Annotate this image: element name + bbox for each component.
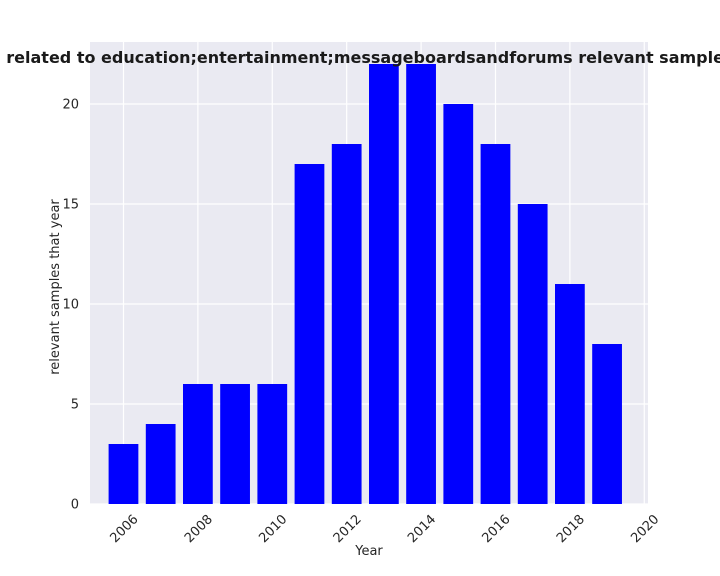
bar-2007 — [145, 424, 176, 504]
bar-2017 — [517, 204, 548, 504]
x-tick-label: 2016 — [480, 512, 514, 546]
bar-2010 — [257, 384, 288, 504]
y-tick-label: 0 — [71, 498, 79, 513]
y-tick-label: 10 — [62, 298, 79, 313]
y-tick-label: 20 — [62, 98, 79, 113]
chart-title: Number of instances related to education… — [0, 48, 720, 67]
x-tick-label: 2006 — [108, 512, 142, 546]
x-tick-label: 2012 — [331, 512, 365, 546]
bar-2018 — [555, 284, 585, 504]
x-tick-labels: 2006 2008 2010 2012 2014 2016 2018 2020 — [108, 512, 663, 546]
y-tick-labels: 0 5 10 15 20 — [62, 98, 79, 513]
bar-2012 — [331, 144, 362, 504]
x-tick-label: 2014 — [405, 512, 439, 546]
bar-2014 — [406, 64, 436, 504]
y-tick-label: 5 — [71, 398, 79, 413]
y-axis-label: relevant samples that year — [48, 199, 63, 375]
bar-2006 — [108, 444, 139, 504]
bar-2008 — [183, 384, 213, 504]
x-axis-label: Year — [354, 544, 383, 559]
bar-2013 — [369, 64, 399, 504]
y-tick-label: 15 — [62, 198, 79, 213]
bar-2009 — [220, 384, 250, 504]
x-tick-label: 2018 — [554, 512, 588, 546]
x-tick-label: 2020 — [628, 512, 662, 546]
x-tick-label: 2008 — [182, 512, 216, 546]
bar-2015 — [443, 104, 474, 504]
bar-2019 — [592, 344, 622, 504]
bars — [108, 64, 622, 504]
bar-2016 — [480, 144, 511, 504]
x-tick-label: 2010 — [256, 512, 290, 546]
bar-2011 — [294, 164, 325, 504]
